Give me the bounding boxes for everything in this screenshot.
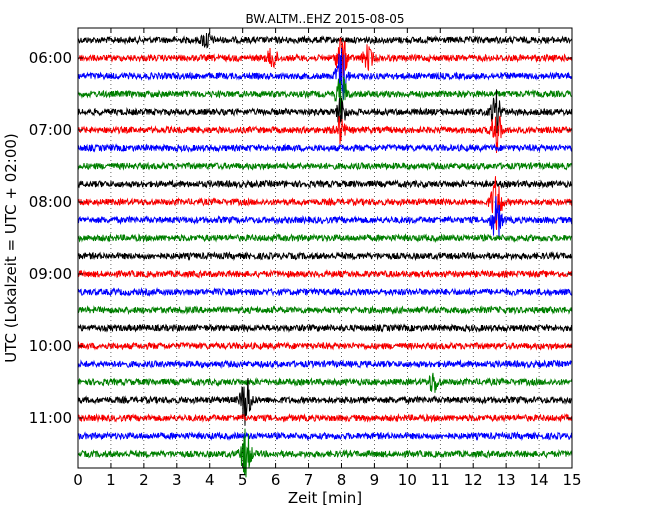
trace-9 [77,179,573,189]
trace-11 [77,196,573,238]
trace-22 [77,412,573,423]
trace-17 [77,323,573,333]
trace-8 [77,161,573,171]
trace-1 [77,31,573,49]
trace-7 [77,143,573,154]
x-tick-label-14: 14 [530,471,549,489]
trace-3 [77,47,573,105]
traces-group [77,31,573,478]
x-tick-label-2: 2 [139,471,149,489]
plot-area-frame [77,27,573,469]
x-tick-label-4: 4 [205,471,215,489]
x-tick-label-15: 15 [562,471,581,489]
trace-12 [77,232,573,244]
x-tick-label-13: 13 [497,471,516,489]
y-axis-label: UTC (Lokalzeit = UTC + 02:00) [2,133,20,363]
trace-18 [77,341,573,352]
y-tick-label-3: 09:00 [29,265,72,283]
x-tick-label-10: 10 [398,471,417,489]
trace-4 [77,76,573,118]
x-tick-label-7: 7 [304,471,314,489]
trace-16 [77,305,573,316]
trace-21 [77,377,573,426]
x-tick-label-9: 9 [370,471,380,489]
trace-10 [77,176,573,230]
trace-23 [77,431,573,442]
trace-5 [77,89,573,134]
x-tick-label-11: 11 [431,471,450,489]
y-tick-label-2: 08:00 [29,193,72,211]
x-tick-label-12: 12 [464,471,483,489]
x-tick-label-5: 5 [238,471,248,489]
trace-15 [77,286,573,298]
trace-6 [77,115,573,154]
trace-20 [77,372,573,393]
x-axis-label: Zeit [min] [288,489,362,507]
trace-13 [77,251,573,262]
y-tick-label-1: 07:00 [29,121,72,139]
x-tick-label-6: 6 [271,471,281,489]
trace-2 [77,37,573,79]
x-tick-label-1: 1 [106,471,116,489]
y-tick-label-0: 06:00 [29,49,72,67]
axis-ticks: 0 1 2 3 4 5 6 7 8 9 10 11 12 13 14 1506:0007:0008:0009:… [29,28,582,489]
x-tick-label-3: 3 [172,471,182,489]
trace-19 [77,359,573,369]
grid-lines [78,28,572,468]
trace-24 [77,428,573,478]
trace-14 [77,268,573,279]
x-tick-label-0: 0 [73,471,83,489]
chart-title: BW.ALTM..EHZ 2015-08-05 [245,12,404,26]
y-tick-label-5: 11:00 [29,409,72,427]
y-tick-label-4: 10:00 [29,337,72,355]
x-tick-label-8: 8 [337,471,347,489]
